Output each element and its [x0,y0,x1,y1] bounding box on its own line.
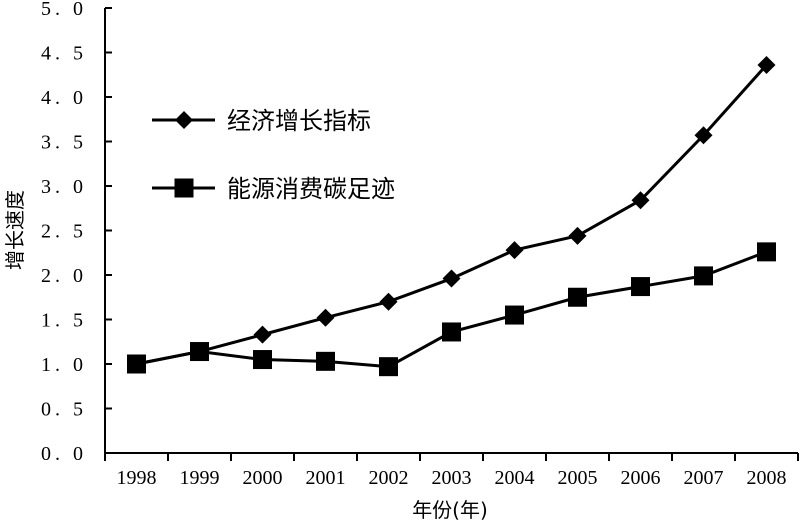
diamond-data-point [694,126,713,145]
x-tick-label: 2003 [432,467,472,489]
diamond-data-point [127,355,146,373]
x-tick-label: 2004 [495,467,535,489]
y-tick-label: 2. 5 [41,221,87,243]
legend-square-marker [174,178,194,198]
axes [104,8,798,454]
diamond-data-point [316,308,335,327]
diamond-data-point [631,191,650,210]
legend-item: 经济增长指标 [152,107,371,135]
x-tick-label: 2000 [243,467,283,489]
y-tick-label: 1. 0 [41,354,87,376]
square-data-point [442,322,461,342]
square-data-point [757,242,776,262]
series-square [127,242,776,377]
x-tick-label: 2007 [684,467,724,489]
square-data-point [694,266,713,286]
diamond-data-point [442,269,461,288]
series-layer [127,55,776,377]
diamond-data-point [190,342,209,361]
y-tick-label: 3. 5 [41,132,87,154]
square-data-point [316,351,335,371]
y-tick-label: 2. 0 [41,265,87,287]
y-tick-label: 3. 0 [41,176,87,198]
square-data-point [253,350,272,370]
square-data-point [631,277,650,297]
x-tick-label: 2001 [306,467,346,489]
y-axis-title: 增长速度 [3,190,27,270]
x-tick-label: 2005 [558,467,598,489]
y-tick-label: 4. 5 [41,43,87,65]
series-line [136,250,768,369]
x-axis-title: 年份(年) [412,498,488,522]
x-tick-label: 1998 [117,467,157,489]
x-tick-label: 2002 [369,467,409,489]
square-data-point [505,305,524,325]
square-data-point [568,287,587,307]
x-tick-label: 1999 [180,467,220,489]
diamond-data-point [505,241,524,260]
y-tick-label: 0. 5 [41,399,87,421]
legend-diamond-marker [175,111,193,129]
diamond-data-point [568,226,587,245]
y-tick-label: 1. 5 [41,310,87,332]
diamond-data-point [253,325,272,344]
legend-item: 能源消费碳足迹 [152,175,395,203]
series-diamond [127,55,776,373]
legend-label: 能源消费碳足迹 [227,175,395,203]
diamond-data-point [379,292,398,311]
y-ticks: 0. 0 0. 5 1. 0 1. 5 2. 0 2. 5 3. 0 3. 5 4. 0 4. 5… [41,0,112,465]
legend-label: 经济增长指标 [227,107,371,135]
x-tick-label: 2006 [621,467,661,489]
y-tick-label: 5. 0 [41,0,87,20]
x-tick-label: 2008 [747,467,787,489]
square-data-point [379,357,398,377]
y-tick-label: 0. 0 [41,443,87,465]
x-ticks: 1998 1999 2000 2001 2002 2003 2004 2005 2006 2007… [104,453,799,489]
diamond-data-point [757,55,776,74]
y-tick-label: 4. 0 [41,87,87,109]
